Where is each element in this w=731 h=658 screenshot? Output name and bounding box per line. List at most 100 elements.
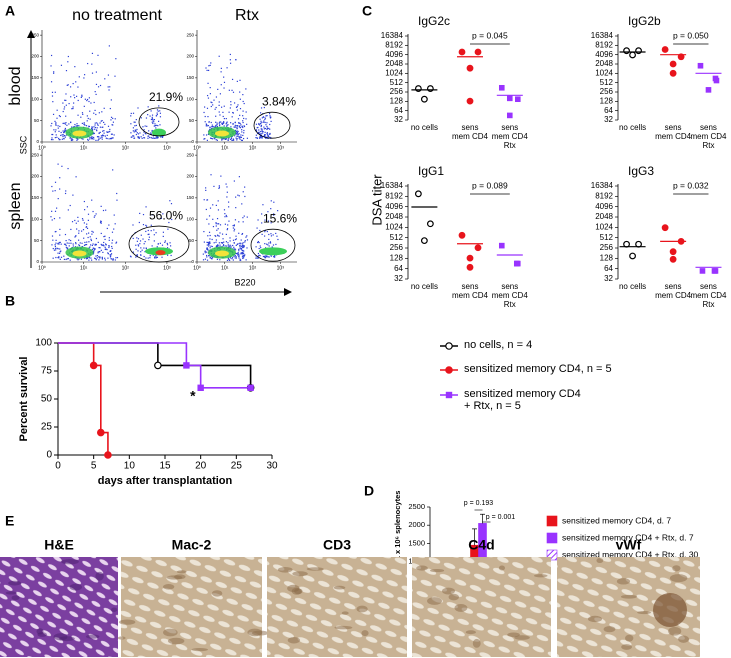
y-tick-label: 4096 bbox=[595, 50, 613, 59]
density-dot bbox=[157, 110, 159, 112]
density-dot bbox=[66, 242, 68, 244]
survival-marker bbox=[183, 362, 190, 369]
density-dot bbox=[268, 242, 270, 244]
density-dot bbox=[255, 137, 257, 139]
density-dot bbox=[263, 121, 265, 123]
density-dot bbox=[104, 135, 106, 137]
tissue-detail bbox=[95, 571, 104, 581]
density-dot bbox=[58, 256, 60, 258]
density-dot bbox=[94, 244, 96, 246]
survival-marker bbox=[89, 361, 98, 370]
density-dot bbox=[132, 135, 134, 137]
titer-point bbox=[474, 48, 482, 56]
density-dot bbox=[91, 199, 93, 201]
density-dot bbox=[93, 136, 95, 139]
density-dot bbox=[237, 130, 239, 133]
density-dot bbox=[220, 175, 222, 177]
density-dot bbox=[220, 121, 222, 123]
y-tick-label: 128 bbox=[390, 96, 404, 105]
density-dot bbox=[270, 116, 272, 118]
density-dot bbox=[68, 123, 70, 125]
density-dot bbox=[71, 108, 73, 110]
density-dot bbox=[103, 130, 105, 132]
density-dot bbox=[110, 119, 112, 121]
density-dot bbox=[237, 118, 240, 120]
density-dot bbox=[107, 253, 110, 255]
x-tick-label: 10⁰ bbox=[193, 265, 201, 271]
density-dot bbox=[238, 248, 240, 250]
density-dot bbox=[65, 239, 67, 242]
density-dot bbox=[50, 138, 53, 141]
x-tick-label: 10² bbox=[249, 145, 257, 151]
titer-point bbox=[705, 87, 712, 93]
density-dot bbox=[161, 256, 163, 258]
y-tick-label: 0 bbox=[36, 259, 39, 264]
density-dot bbox=[66, 134, 68, 136]
stain-label: CD3 bbox=[323, 537, 351, 553]
density-dot bbox=[89, 110, 91, 112]
density-dot bbox=[222, 122, 225, 124]
density-dot bbox=[89, 236, 91, 238]
density-dot bbox=[72, 194, 74, 196]
density-dot bbox=[136, 254, 138, 256]
density-dot bbox=[235, 137, 237, 139]
density-dot bbox=[116, 199, 118, 201]
density-core bbox=[72, 130, 87, 137]
density-dot bbox=[203, 241, 205, 243]
density-dot bbox=[110, 249, 112, 252]
density-dot bbox=[70, 239, 72, 242]
density-dot bbox=[208, 242, 210, 244]
tissue-detail bbox=[637, 610, 652, 615]
density-dot bbox=[209, 207, 212, 209]
density-dot bbox=[83, 77, 85, 79]
density-dot bbox=[245, 111, 247, 113]
density-dot bbox=[149, 257, 151, 259]
density-dot bbox=[96, 127, 98, 129]
density-dot bbox=[89, 246, 91, 248]
y-axis-label: Percent survival bbox=[18, 357, 30, 442]
density-dot bbox=[107, 257, 109, 259]
density-dot bbox=[65, 93, 67, 95]
density-dot bbox=[265, 255, 267, 257]
density-dot bbox=[108, 89, 110, 91]
density-dot bbox=[78, 232, 80, 234]
density-dot bbox=[209, 126, 211, 128]
density-dot bbox=[97, 251, 99, 253]
density-dot bbox=[109, 137, 112, 140]
density-dot bbox=[215, 222, 217, 224]
density-dot bbox=[230, 101, 232, 103]
density-dot bbox=[239, 122, 241, 125]
density-dot bbox=[167, 228, 169, 230]
density-dot bbox=[241, 131, 243, 133]
density-dot bbox=[98, 132, 100, 135]
density-dot bbox=[259, 130, 261, 133]
density-dot bbox=[78, 245, 81, 247]
density-dot bbox=[99, 220, 102, 222]
density-dot bbox=[242, 134, 244, 137]
legend-swatch bbox=[546, 549, 558, 561]
density-dot bbox=[104, 246, 106, 248]
density-dot bbox=[260, 112, 262, 114]
density-dot bbox=[58, 256, 60, 259]
y-tick-label: 200 bbox=[186, 174, 194, 179]
density-dot bbox=[213, 99, 215, 101]
density-dot bbox=[59, 251, 61, 253]
density-dot bbox=[74, 236, 76, 238]
density-dot bbox=[240, 249, 243, 251]
density-dot bbox=[99, 256, 101, 258]
density-dot bbox=[144, 251, 146, 253]
density-dot bbox=[112, 121, 114, 123]
density-dot bbox=[156, 113, 158, 116]
x-tick-label: sens mem CD4 Rtx bbox=[690, 283, 727, 309]
density-dot bbox=[257, 257, 259, 259]
density-dot bbox=[273, 214, 275, 216]
density-dot bbox=[100, 137, 102, 139]
density-dot bbox=[104, 243, 107, 245]
density-dot bbox=[151, 214, 153, 216]
density-dot bbox=[52, 257, 54, 259]
density-dot bbox=[97, 86, 100, 88]
density-dot bbox=[99, 257, 101, 259]
density-dot bbox=[71, 221, 74, 223]
density-dot bbox=[58, 241, 60, 244]
